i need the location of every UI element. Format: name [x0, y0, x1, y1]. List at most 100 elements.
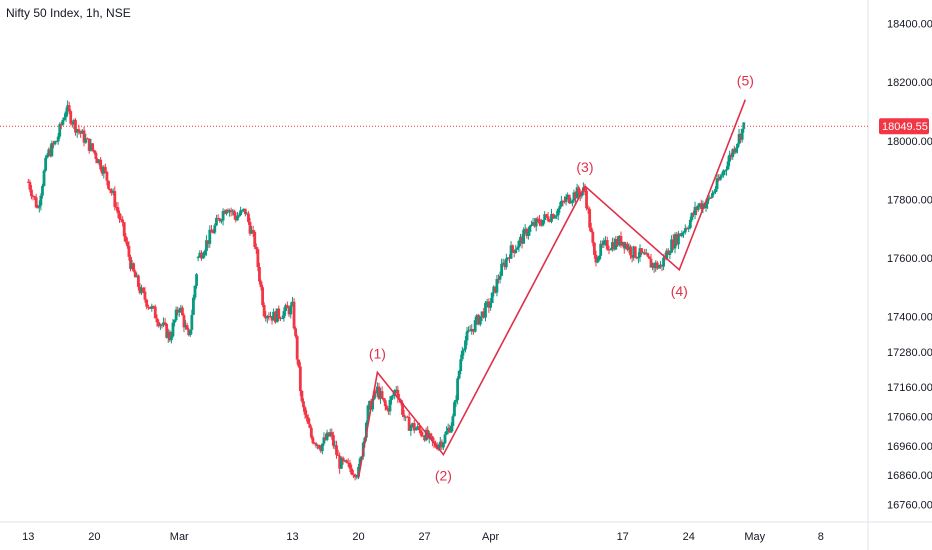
candle-body — [201, 255, 205, 259]
candle-body — [446, 427, 450, 432]
candle-body — [350, 468, 354, 475]
candle-body — [205, 240, 208, 252]
candle-body — [698, 203, 702, 206]
candle-body — [353, 474, 357, 478]
candle-body — [31, 196, 35, 198]
candle-body — [185, 325, 189, 330]
candle-body — [148, 307, 152, 309]
candle-body — [169, 336, 173, 341]
candle-body — [305, 414, 309, 418]
candle-body — [586, 208, 590, 210]
candle-body — [110, 190, 114, 193]
candle-body — [600, 243, 604, 246]
candle-body — [324, 437, 327, 440]
candle-body — [165, 324, 169, 338]
candle-body — [665, 250, 669, 259]
candle-body — [721, 170, 725, 176]
candle-body — [596, 260, 599, 263]
candle-body — [218, 218, 222, 222]
candle-body — [402, 414, 406, 417]
candle-body — [338, 455, 342, 469]
x-tick-label: Apr — [482, 531, 499, 543]
candle-body — [351, 474, 355, 476]
candle-body — [348, 462, 352, 469]
candle-body — [473, 320, 477, 332]
candle-body — [136, 275, 140, 287]
candle-body — [462, 349, 466, 351]
candle-body — [368, 400, 371, 406]
candle-body — [215, 217, 218, 226]
candle-body — [102, 166, 106, 174]
candle-body — [673, 234, 677, 249]
candle-body — [116, 207, 120, 214]
candle-body — [145, 299, 149, 307]
candle-body — [561, 200, 565, 202]
candle-body — [621, 241, 625, 246]
candle-body — [242, 208, 246, 211]
candle-body — [114, 206, 118, 208]
candle-body — [211, 232, 215, 234]
candle-body — [176, 309, 180, 313]
candle-body — [97, 159, 101, 164]
candle-body — [465, 331, 469, 341]
candle-body — [162, 322, 165, 326]
candle-body — [531, 222, 535, 225]
candle-body — [614, 239, 618, 250]
candle-body — [264, 316, 268, 319]
candle-body — [295, 336, 299, 360]
candle-body — [725, 169, 728, 171]
candle-body — [411, 423, 414, 426]
candle-body — [216, 217, 220, 219]
candle-body — [239, 210, 242, 216]
candle-body — [726, 161, 730, 170]
candle-body — [33, 196, 36, 198]
candle-body — [732, 149, 736, 153]
candle-body — [519, 236, 522, 242]
candle-body — [275, 308, 279, 323]
candle-body — [717, 178, 721, 181]
candle-body — [429, 433, 433, 437]
candle-body — [736, 143, 739, 149]
candle-body — [30, 189, 33, 197]
candle-body — [229, 210, 233, 212]
candle-body — [734, 148, 738, 153]
candle-body — [39, 195, 43, 206]
candle-body — [41, 185, 44, 196]
candle-body — [599, 243, 603, 256]
last-price-label: 18049.55 — [882, 121, 928, 133]
candle-body — [48, 149, 52, 157]
candle-body — [55, 141, 59, 143]
candle-body — [695, 206, 699, 211]
candle-body — [331, 435, 335, 446]
candle-body — [272, 311, 276, 321]
candle-body — [612, 242, 616, 250]
candle-body — [475, 315, 479, 321]
wave-label: (4) — [671, 283, 688, 299]
candle-body — [67, 105, 71, 112]
candle-body — [250, 230, 253, 234]
candle-body — [528, 226, 532, 232]
candle-body — [379, 391, 382, 399]
candle-body — [245, 213, 249, 215]
candle-body — [453, 402, 456, 417]
candle-body — [138, 286, 142, 293]
candle-body — [526, 231, 530, 236]
candle-body — [256, 249, 260, 268]
candle-body — [390, 396, 393, 400]
candle-body — [536, 218, 540, 220]
candle-body — [221, 211, 225, 221]
candle-body — [492, 286, 496, 293]
candle-body — [567, 194, 571, 204]
candle-body — [50, 143, 54, 157]
candle-body — [624, 244, 628, 249]
candle-body — [512, 249, 516, 254]
candle-body — [563, 201, 566, 203]
candle-body — [306, 417, 310, 424]
candle-body — [160, 324, 164, 326]
candle-body — [179, 307, 183, 310]
wave-label: (2) — [435, 468, 452, 484]
candle-body — [262, 305, 266, 317]
candle-body — [135, 275, 139, 278]
candle-body — [539, 223, 543, 226]
